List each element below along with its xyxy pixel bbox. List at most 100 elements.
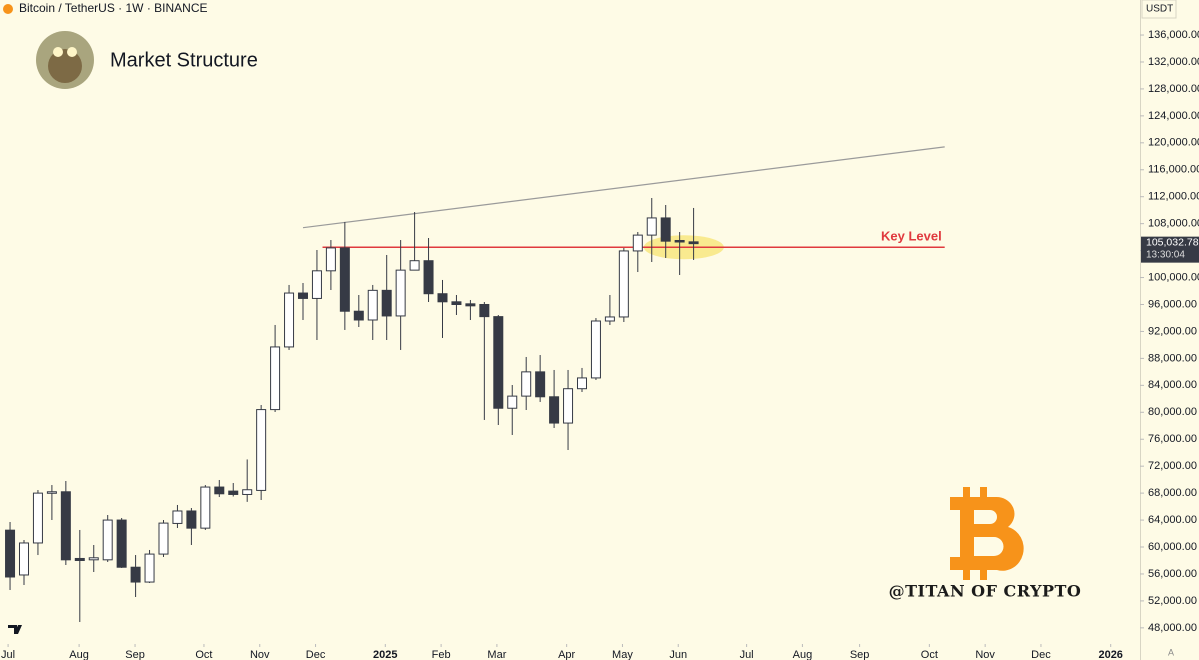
candle-body	[256, 409, 267, 491]
currency-box	[1141, 0, 1177, 19]
avatar	[36, 31, 94, 89]
candle-body	[674, 239, 685, 243]
symbol-icon	[3, 4, 13, 14]
candle-body	[395, 269, 406, 317]
candle-body	[688, 241, 699, 245]
x-tick-label: Jul	[1, 649, 15, 660]
x-tick-label: 2026	[1098, 649, 1122, 660]
x-tick-label: Jul	[740, 649, 754, 660]
candle-body	[339, 247, 350, 312]
y-tick-label: 72,000.00	[1148, 460, 1197, 472]
scale-mode: A	[1168, 647, 1174, 657]
candle-body	[200, 486, 211, 529]
y-tick-label: 100,000.00	[1148, 271, 1199, 283]
candle-body	[493, 316, 504, 409]
candle-body	[479, 303, 490, 318]
candle-body	[549, 396, 560, 424]
candle-body	[172, 510, 183, 524]
x-tick-label: Mar	[487, 649, 506, 660]
candle-body	[74, 557, 85, 561]
y-tick-label: 76,000.00	[1148, 433, 1197, 445]
x-tick-label: Feb	[432, 649, 451, 660]
y-tick-label: 108,000.00	[1148, 218, 1199, 230]
plot: Key Level	[5, 146, 945, 622]
candle-body	[325, 247, 336, 272]
y-tick-label: 88,000.00	[1148, 352, 1197, 364]
candle-body	[32, 492, 43, 544]
candle-body	[521, 371, 532, 397]
candle-body	[214, 486, 225, 495]
y-tick-label: 112,000.00	[1148, 191, 1199, 203]
candle-body	[660, 217, 671, 242]
candle-body	[423, 260, 434, 295]
x-tick-label: May	[612, 649, 633, 660]
candle-body	[18, 542, 29, 576]
candle-body	[60, 491, 71, 561]
y-tick-label: 116,000.00	[1148, 164, 1199, 176]
candle-body	[242, 489, 253, 495]
y-tick-label: 60,000.00	[1148, 541, 1197, 553]
chart-title: Market Structure	[110, 49, 258, 71]
y-tick-label: 84,000.00	[1148, 379, 1197, 391]
y-tick-label: 48,000.00	[1148, 622, 1197, 634]
countdown: 13:30:04	[1146, 249, 1185, 260]
watermark: @TITAN OF CRYPTO	[889, 582, 1082, 601]
candle-body	[144, 553, 155, 583]
candle-body	[367, 289, 378, 321]
x-tick-label: Apr	[558, 649, 575, 660]
candle-body	[535, 371, 546, 398]
candle-body	[130, 566, 141, 583]
y-tick-label: 68,000.00	[1148, 487, 1197, 499]
x-tick-label: Dec	[1031, 649, 1051, 660]
y-tick-label: 52,000.00	[1148, 595, 1197, 607]
candle-body	[618, 250, 629, 318]
x-tick-label: Dec	[306, 649, 326, 660]
candle-body	[604, 316, 615, 322]
candle-body	[297, 292, 308, 299]
candle-body	[102, 519, 113, 561]
currency: USDT	[1146, 4, 1173, 15]
candle-body	[465, 303, 476, 307]
candle-body	[381, 289, 392, 317]
candle-body	[311, 270, 322, 299]
candle-body	[186, 510, 197, 529]
candle-body	[270, 346, 281, 411]
y-tick-label: 128,000.00	[1148, 83, 1199, 95]
candle-body	[437, 293, 448, 303]
x-tick-label: Aug	[793, 649, 813, 660]
candle-body	[116, 519, 127, 568]
y-tick-label: 136,000.00	[1148, 29, 1199, 41]
key-level-label: Key Level	[881, 229, 942, 244]
x-tick-label: Jun	[669, 649, 687, 660]
tv-logo	[8, 625, 22, 634]
candle-body	[284, 292, 295, 348]
y-tick-label: 96,000.00	[1148, 298, 1197, 310]
candle-body	[451, 301, 462, 305]
candle-body	[158, 522, 169, 555]
candle-body	[632, 234, 643, 252]
x-tick-label: 2025	[373, 649, 397, 660]
candle-body	[228, 490, 239, 495]
trendline	[302, 146, 945, 229]
symbol: Bitcoin / TetherUS · 1W · BINANCE	[19, 1, 208, 15]
y-tick-label: 120,000.00	[1148, 137, 1199, 149]
y-tick-label: 80,000.00	[1148, 406, 1197, 418]
x-tick-label: Aug	[69, 649, 89, 660]
y-tick-label: 124,000.00	[1148, 110, 1199, 122]
x-tick-label: Sep	[125, 649, 145, 660]
x-tick-label: Oct	[921, 649, 938, 660]
price-tag-label: 105,032.78	[1146, 236, 1199, 248]
candle-body	[5, 529, 16, 578]
candle-body	[646, 217, 657, 236]
candle-body	[88, 557, 99, 561]
y-tick-label: 64,000.00	[1148, 514, 1197, 526]
candle-body	[590, 320, 601, 379]
y-tick-label: 132,000.00	[1148, 56, 1199, 68]
y-tick-label: 56,000.00	[1148, 568, 1197, 580]
bitcoin-logo	[950, 487, 1024, 580]
candle-body	[46, 491, 57, 494]
candle-body	[576, 377, 587, 390]
price-tag	[1141, 236, 1199, 263]
candle-body	[353, 310, 364, 321]
